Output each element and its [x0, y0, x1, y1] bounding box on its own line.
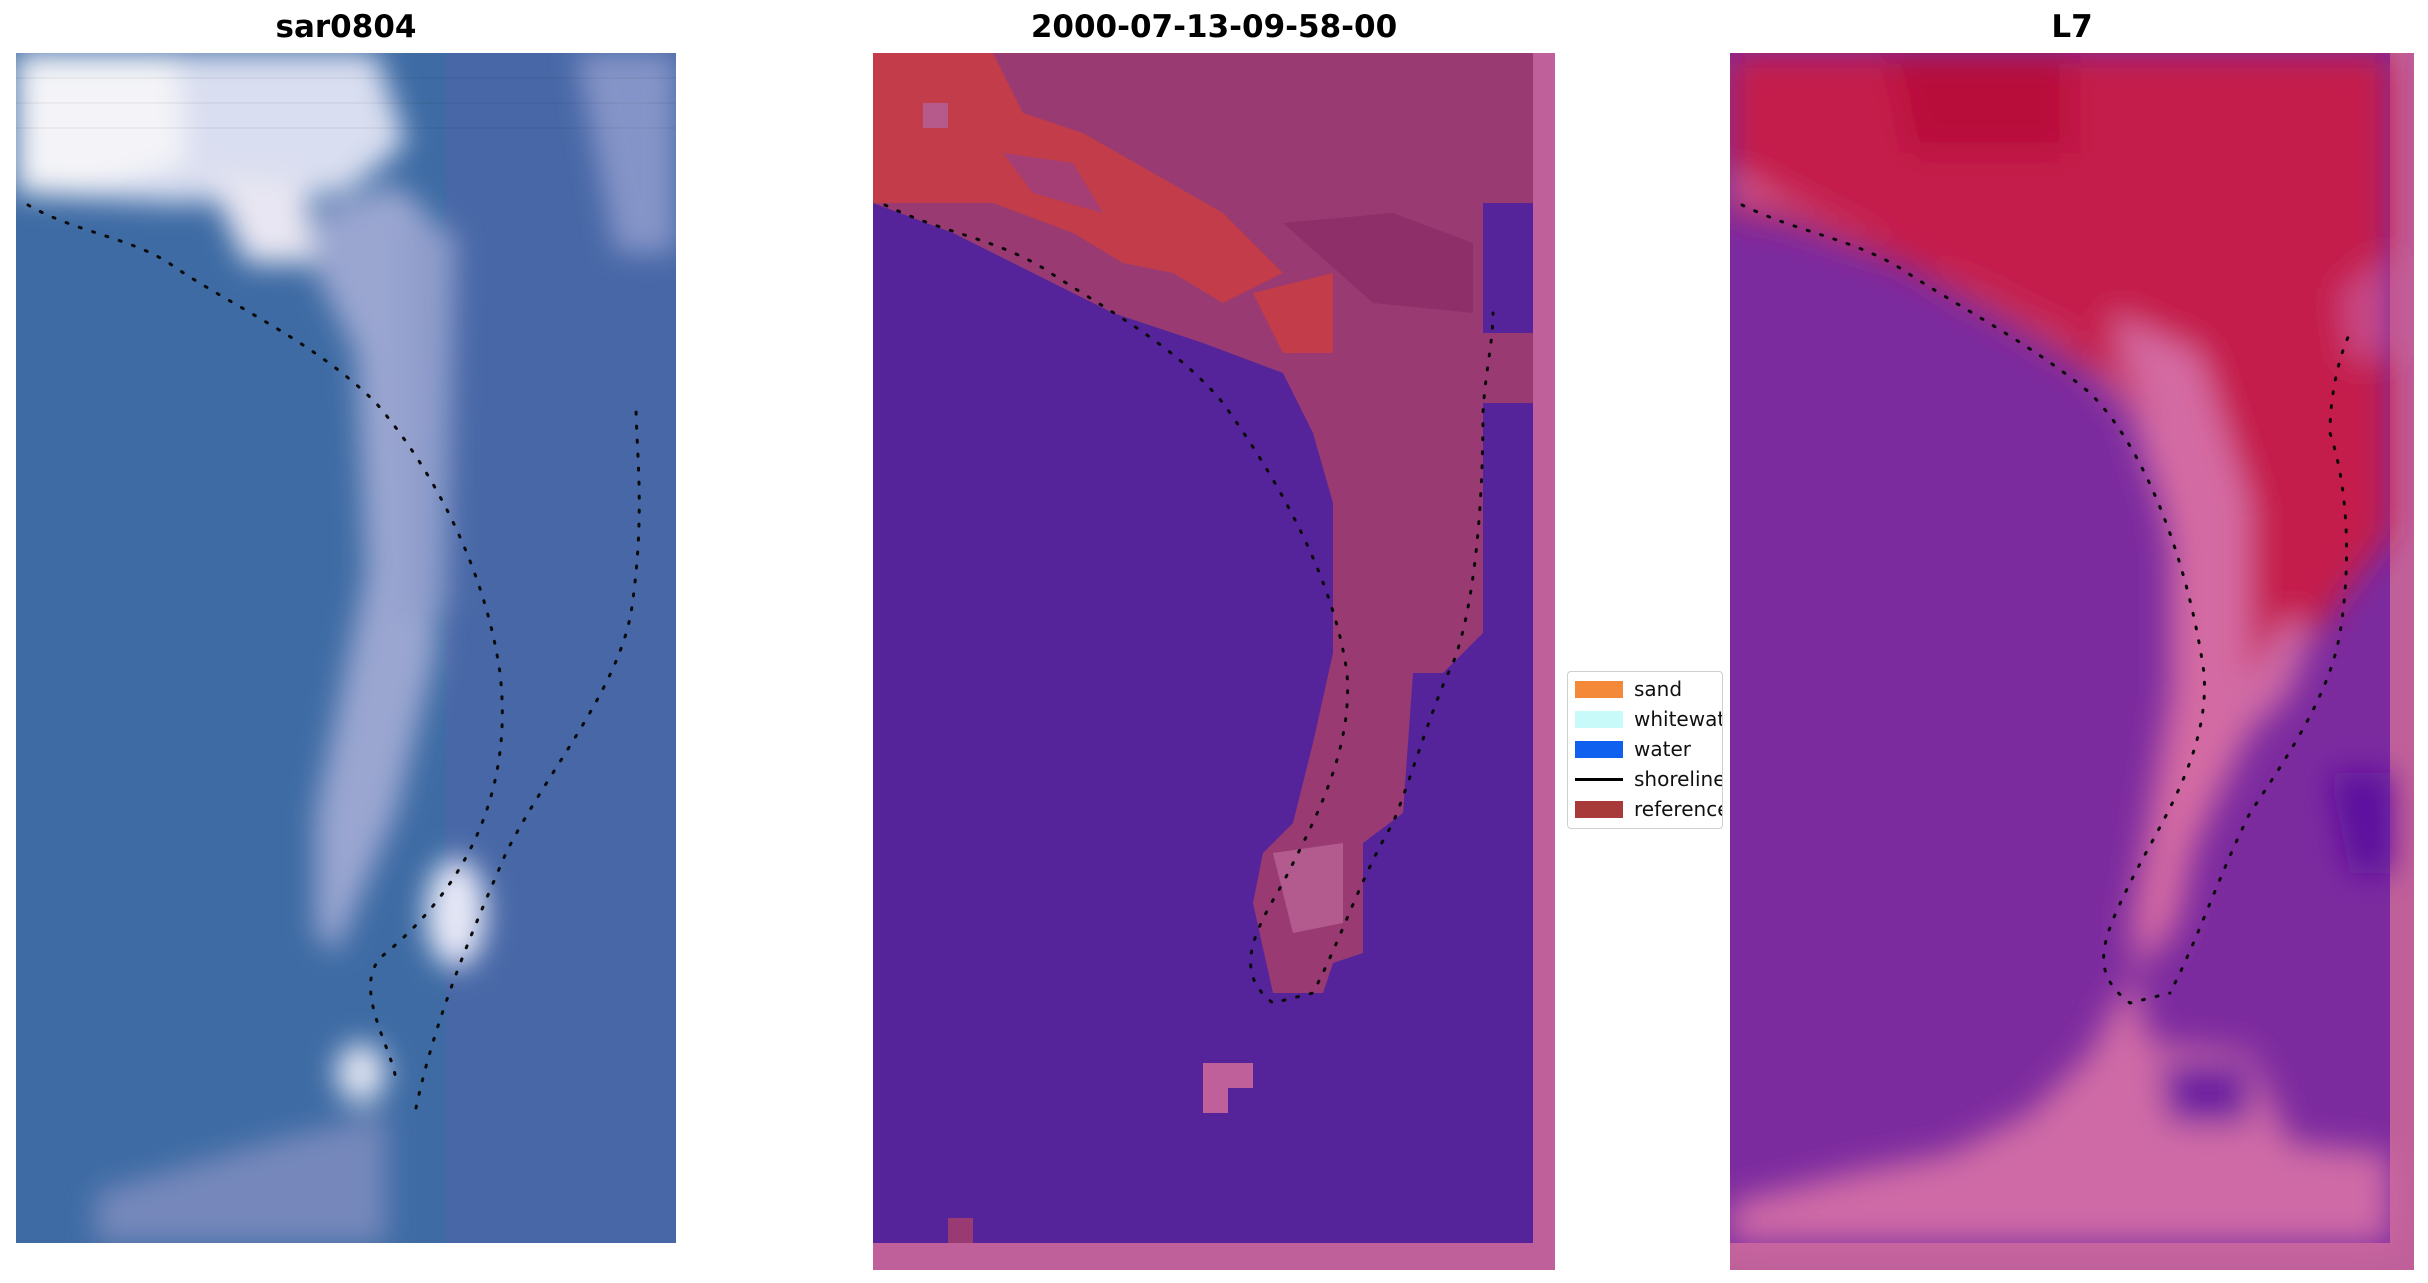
legend-swatch-sand — [1575, 681, 1623, 698]
legend-item-whitewater: whitewater — [1568, 706, 1722, 732]
legend-label: shoreline — [1634, 767, 1723, 791]
legend-label: sand — [1634, 677, 1683, 701]
legend: sand whitewater water shoreline referenc… — [1567, 671, 1723, 829]
legend-label: whitewater — [1634, 707, 1722, 731]
legend-item-water: water — [1568, 736, 1722, 762]
panel-title-rgb: sar0804 — [275, 9, 417, 45]
panel-title-nir: L7 — [2051, 9, 2093, 45]
legend-item-sand: sand — [1568, 676, 1722, 702]
legend-swatch-whitewater — [1575, 711, 1623, 728]
legend-label: water — [1634, 737, 1691, 761]
nir-image — [1730, 53, 2414, 1270]
legend-swatch-water — [1575, 741, 1623, 758]
legend-item-shoreline: shoreline — [1568, 766, 1723, 792]
rgb-satellite-image — [16, 53, 676, 1243]
classified-image — [873, 53, 1555, 1270]
legend-swatch-reference — [1575, 801, 1623, 818]
panel-title-classified: 2000-07-13-09-58-00 — [1030, 9, 1398, 45]
legend-line-shoreline — [1575, 778, 1623, 781]
legend-item-reference: reference — [1568, 796, 1723, 822]
legend-label: reference — [1634, 797, 1723, 821]
